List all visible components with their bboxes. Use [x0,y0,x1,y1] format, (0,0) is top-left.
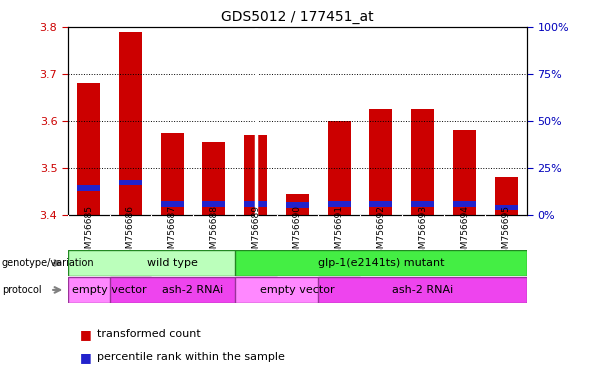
Text: percentile rank within the sample: percentile rank within the sample [97,352,285,362]
Text: ■: ■ [80,328,91,341]
Text: GSM756692: GSM756692 [376,205,385,260]
Bar [495,177,518,215]
Text: GSM756686: GSM756686 [126,205,135,260]
Bar [411,109,434,215]
Bar [235,277,360,303]
Bar [327,201,350,207]
Text: ■: ■ [80,351,91,364]
Bar [286,202,309,207]
Text: GSM756685: GSM756685 [84,205,93,260]
Bar [235,250,527,276]
Text: GSM756689: GSM756689 [251,205,260,260]
Text: genotype/variation: genotype/variation [2,258,94,268]
Text: GSM756690: GSM756690 [293,205,302,260]
Text: transformed count: transformed count [97,329,201,339]
Text: GSM756694: GSM756694 [460,205,469,260]
Bar [203,142,226,215]
Bar [119,31,142,215]
Bar [110,277,277,303]
Text: glp-1(e2141ts) mutant: glp-1(e2141ts) mutant [317,258,444,268]
Text: empty vector: empty vector [72,285,147,295]
Text: ash-2 RNAi: ash-2 RNAi [163,285,224,295]
Bar [327,121,350,215]
Text: GSM756691: GSM756691 [335,205,344,260]
Bar [77,185,100,190]
Bar [286,194,309,215]
Bar [68,277,151,303]
Bar [244,135,267,215]
Bar [68,250,277,276]
Text: protocol: protocol [2,285,41,295]
Bar [77,83,100,215]
Text: GSM756687: GSM756687 [168,205,177,260]
Bar [161,201,184,207]
Bar [318,277,527,303]
Bar [244,201,267,207]
Bar [369,201,392,207]
Text: empty vector: empty vector [260,285,335,295]
Bar [411,201,434,207]
Text: GSM756693: GSM756693 [418,205,427,260]
Bar [161,133,184,215]
Bar [495,205,518,210]
Bar [453,201,476,207]
Text: wild type: wild type [147,258,197,268]
Text: GSM756695: GSM756695 [502,205,511,260]
Bar [369,109,392,215]
Bar [119,180,142,185]
Text: ash-2 RNAi: ash-2 RNAi [392,285,454,295]
Title: GDS5012 / 177451_at: GDS5012 / 177451_at [221,10,374,25]
Text: GSM756688: GSM756688 [210,205,219,260]
Bar [453,130,476,215]
Bar [203,201,226,207]
